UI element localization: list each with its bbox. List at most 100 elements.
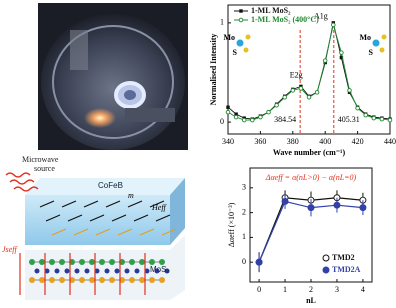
annotation: Δαeff = α(nL>0) − α(nL=0) bbox=[265, 173, 357, 182]
atom bbox=[149, 259, 155, 265]
marker bbox=[388, 118, 392, 122]
atom bbox=[29, 259, 35, 265]
schematic bbox=[6, 173, 185, 300]
figure: Microwavesource CoFeB MoS₂ Heff m Jseff 340 360… bbox=[0, 0, 396, 308]
atom-label: Mo bbox=[359, 33, 371, 42]
atom bbox=[65, 269, 70, 274]
atom bbox=[159, 259, 165, 265]
legend-marker bbox=[323, 267, 329, 273]
legend-marker bbox=[323, 255, 329, 261]
atom bbox=[135, 269, 140, 274]
atom bbox=[115, 269, 120, 274]
moment-label: m bbox=[128, 191, 134, 200]
marker bbox=[364, 113, 368, 117]
mo-atom bbox=[244, 48, 249, 53]
marker bbox=[256, 259, 262, 265]
peak-label: E2g bbox=[290, 70, 303, 79]
atom bbox=[105, 269, 110, 274]
marker bbox=[356, 106, 360, 110]
atom bbox=[159, 277, 165, 283]
marker bbox=[360, 205, 366, 211]
y-tick-label: 0 bbox=[220, 117, 224, 126]
marker bbox=[380, 117, 384, 121]
marker bbox=[275, 103, 279, 107]
marker bbox=[308, 205, 314, 211]
peak-position: 384.54 bbox=[274, 115, 296, 124]
atom-label: Mo bbox=[223, 33, 235, 42]
mo-atom bbox=[382, 35, 387, 40]
marker bbox=[348, 89, 352, 93]
marker bbox=[267, 110, 271, 114]
atom bbox=[39, 259, 45, 265]
x-tick-label: 380 bbox=[287, 137, 299, 146]
atom bbox=[109, 259, 115, 265]
marker bbox=[259, 115, 263, 119]
legend-label: TMD2 bbox=[332, 253, 355, 262]
atom bbox=[29, 277, 35, 283]
marker bbox=[372, 116, 376, 120]
x-tick-label: 3 bbox=[335, 285, 339, 294]
x-tick-label: 340 bbox=[222, 137, 234, 146]
atom bbox=[99, 259, 105, 265]
atom bbox=[49, 277, 55, 283]
marker bbox=[299, 87, 303, 91]
legend-label: TMD2A bbox=[332, 265, 361, 274]
atom bbox=[129, 277, 135, 283]
atom-label: S bbox=[233, 48, 238, 57]
marker bbox=[234, 115, 238, 119]
marker bbox=[334, 202, 340, 208]
source-label: Microwave bbox=[22, 155, 59, 164]
marker bbox=[332, 23, 336, 27]
atom bbox=[109, 277, 115, 283]
y-tick-label: 3 bbox=[242, 183, 246, 192]
legend-label: 1-ML MoS₂ (400°C) bbox=[251, 15, 319, 24]
atom bbox=[39, 277, 45, 283]
atom-label: S bbox=[369, 48, 374, 57]
field-label: Heff bbox=[151, 203, 168, 212]
atom bbox=[79, 277, 85, 283]
marker bbox=[340, 51, 344, 55]
marker bbox=[251, 118, 255, 122]
y-axis-label: Normalised Intensity bbox=[209, 34, 218, 106]
atom bbox=[49, 259, 55, 265]
x-tick-label: 0 bbox=[257, 285, 261, 294]
atom bbox=[89, 277, 95, 283]
marker bbox=[283, 95, 287, 99]
marker bbox=[239, 9, 242, 12]
x-axis-label: Wave number (cm⁻¹) bbox=[273, 148, 346, 157]
y-tick-label: 1 bbox=[220, 18, 224, 27]
mo-atom bbox=[380, 48, 385, 53]
x-tick-label: 420 bbox=[352, 137, 364, 146]
atom bbox=[139, 277, 145, 283]
atom bbox=[79, 259, 85, 265]
peak-position: 405.31 bbox=[338, 115, 360, 124]
atom bbox=[75, 269, 80, 274]
current-label: Jseff bbox=[2, 245, 18, 254]
marker bbox=[226, 106, 229, 109]
atom bbox=[129, 259, 135, 265]
marker bbox=[323, 59, 327, 63]
legend-label: 1-ML MoS₂ bbox=[251, 6, 291, 15]
x-tick-label: 360 bbox=[254, 137, 266, 146]
layer-label: CoFeB bbox=[98, 181, 123, 190]
atom bbox=[125, 269, 130, 274]
mo-atom bbox=[237, 40, 244, 47]
marker bbox=[242, 118, 246, 122]
x-axis-label: nL bbox=[306, 296, 316, 305]
x-tick-label: 440 bbox=[384, 137, 396, 146]
marker bbox=[315, 91, 319, 95]
x-tick-label: 2 bbox=[309, 285, 313, 294]
marker bbox=[239, 18, 243, 22]
atom bbox=[85, 269, 90, 274]
atom bbox=[89, 259, 95, 265]
mo-atom bbox=[373, 40, 380, 47]
layer-label: MoS₂ bbox=[150, 265, 170, 274]
atom bbox=[139, 259, 145, 265]
photo bbox=[38, 3, 188, 150]
y-tick-label: 0 bbox=[242, 257, 246, 266]
atom bbox=[149, 277, 155, 283]
x-tick-label: 400 bbox=[319, 137, 331, 146]
marker bbox=[282, 198, 288, 204]
source-label: source bbox=[34, 164, 55, 173]
atom bbox=[35, 269, 40, 274]
